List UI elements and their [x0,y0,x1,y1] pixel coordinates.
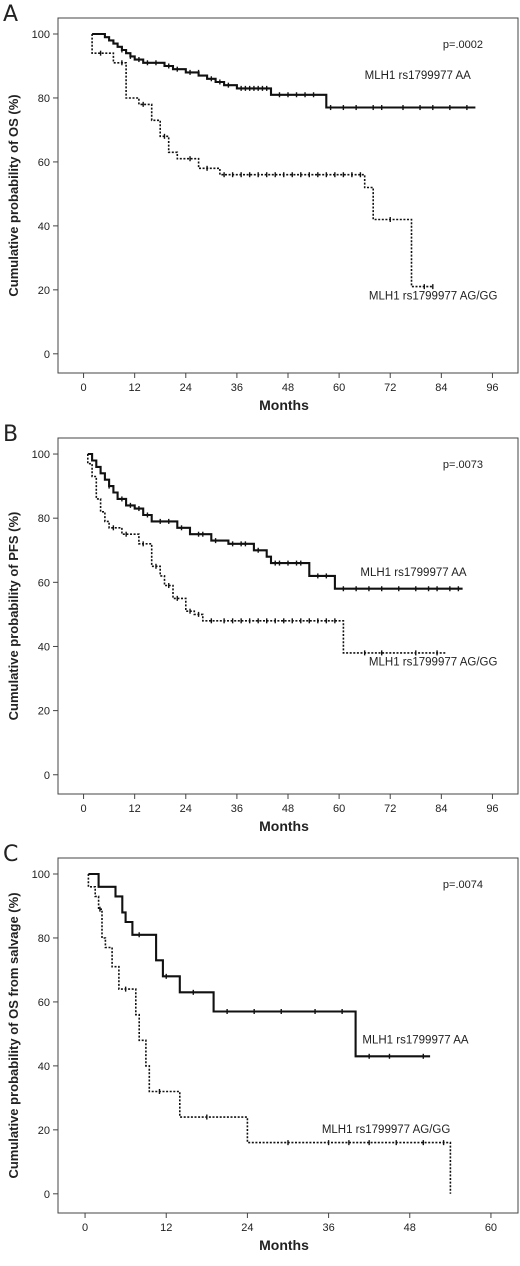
x-tick-label: 48 [282,382,294,394]
y-tick-label: 60 [38,157,50,169]
x-tick-label: 0 [82,1222,88,1234]
y-tick-label: 0 [44,770,50,782]
x-tick-label: 96 [486,382,498,394]
y-tick-label: 100 [32,29,50,41]
x-tick-label: 72 [384,803,396,815]
y-tick-label: 100 [32,869,50,881]
y-axis-label: Cumulative probability of OS (%) [6,94,21,296]
x-tick-label: 96 [486,803,498,815]
y-tick-label: 80 [38,933,50,945]
plot-frame [57,437,519,795]
x-tick-label: 60 [485,1222,497,1234]
p-value-annotation: p=.0002 [443,39,483,51]
x-tick-label: 12 [160,1222,172,1234]
panel-label: B [3,422,19,447]
x-tick-label: 84 [435,382,447,394]
x-tick-label: 48 [282,803,294,815]
y-axis-label: Cumulative probability of OS from salvag… [6,892,21,1178]
y-tick-label: 60 [38,577,50,589]
x-axis-label: Months [259,1237,309,1253]
y-tick-label: 0 [44,349,50,361]
x-tick-label: 60 [333,382,345,394]
series-line-ag-gg [87,454,446,654]
x-tick-label: 24 [180,382,192,394]
panel-b: B 0 20 40 60 80 100 0 12 24 36 48 60 72 84 96 Months Cum… [0,420,520,840]
panel-a: A 0 20 40 60 80 100 0 12 24 36 48 60 72 84 96 Months Cum… [0,0,520,420]
series-label: MLH1 rs1799977 AA [362,1034,468,1046]
x-tick-label: 12 [129,803,141,815]
x-tick-label: 72 [384,382,396,394]
series-line-aa [88,872,431,1058]
y-tick-label: 20 [38,1125,50,1137]
y-tick-label: 60 [38,997,50,1009]
series-line-ag-gg [87,874,452,1194]
y-tick-label: 100 [32,449,50,461]
y-tick-label: 40 [38,1061,50,1073]
x-tick-label: 36 [231,803,243,815]
y-tick-label: 20 [38,706,50,718]
x-tick-label: 84 [435,803,447,815]
y-tick-label: 20 [38,285,50,297]
x-axis-label: Months [259,818,309,834]
x-tick-label: 24 [180,803,192,815]
y-tick-label: 0 [44,1189,50,1201]
panel-label: C [3,842,19,867]
y-tick-label: 80 [38,93,50,105]
x-tick-label: 0 [80,382,86,394]
series-label: MLH1 rs1799977 AG/GG [322,1124,451,1136]
km-chart-pfs: 0 20 40 60 80 100 0 12 24 36 48 60 72 84 96 Months Cumul… [6,437,519,834]
series-label: MLH1 rs1799977 AG/GG [369,290,498,302]
x-tick-label: 60 [333,803,345,815]
x-tick-label: 36 [322,1222,334,1234]
panel-c: C 0 20 40 60 80 100 0 12 24 36 48 60 Months Cumulativ… [0,840,520,1261]
y-tick-label: 80 [38,513,50,525]
y-tick-label: 40 [38,641,50,653]
y-axis-label: Cumulative probability of PFS (%) [6,512,21,721]
p-value-annotation: p=.0074 [443,879,483,891]
series-label: MLH1 rs1799977 AA [360,567,466,579]
x-tick-label: 48 [404,1222,416,1234]
y-tick-label: 40 [38,221,50,233]
series-label: MLH1 rs1799977 AA [365,70,471,82]
series-line-ag-gg [91,34,433,288]
panel-label: A [3,2,19,27]
plot-frame [57,857,519,1214]
x-tick-label: 24 [241,1222,253,1234]
x-tick-label: 12 [129,382,141,394]
x-tick-label: 0 [80,803,86,815]
p-value-annotation: p=.0073 [443,459,483,471]
series-label: MLH1 rs1799977 AG/GG [369,657,498,669]
x-axis-label: Months [259,397,309,413]
km-chart-os: 0 20 40 60 80 100 0 12 24 36 48 60 72 84 96 Months Cumul… [6,17,519,413]
series-line-aa [92,32,476,109]
x-tick-label: 36 [231,382,243,394]
km-chart-os-salvage: 0 20 40 60 80 100 0 12 24 36 48 60 Months Cumulative … [6,857,519,1253]
